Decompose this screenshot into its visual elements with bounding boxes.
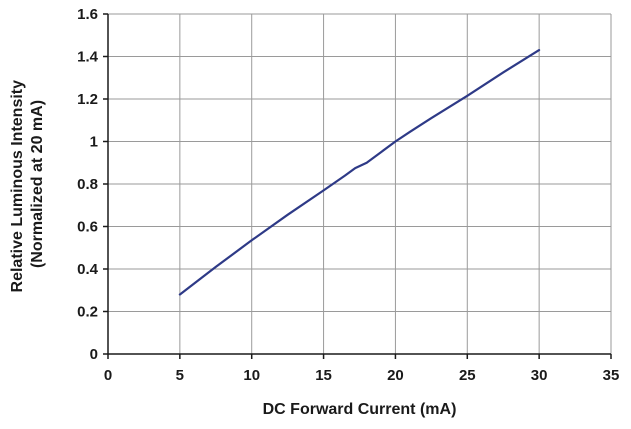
x-tick-label-25: 25 [459,367,476,384]
y-tick-label-0_4: 0.4 [77,261,99,278]
x-tick-label-35: 35 [603,367,620,384]
x-tick-label-5: 5 [176,367,184,384]
x-tick-label-30: 30 [531,367,548,384]
y-axis-label-line-2: (Normalized at 20 mA) [29,100,46,268]
y-axis-label-line-1: Relative Luminous Intensity [9,80,26,293]
x-tick-label-20: 20 [387,367,404,384]
tick-labels: 0 5 10 15 20 25 30 35 0 0.2 0.4 0.6 0.8 1 1.2 1.4 1.6 [77,6,619,384]
axes [103,13,612,359]
y-tick-label-0_2: 0.2 [77,304,98,321]
y-tick-label-1: 1 [90,134,98,151]
series-lines [178,48,541,296]
y-tick-label-0_8: 0.8 [77,176,98,193]
grid [108,13,612,354]
y-tick-label-1_2: 1.2 [77,91,98,108]
x-tick-label-10: 10 [243,367,260,384]
series-line-0 [178,48,541,296]
y-tick-label-1_6: 1.6 [77,6,98,23]
y-tick-label-0_6: 0.6 [77,219,98,236]
y-axis-label: Relative Luminous Intensity (Normalized … [9,76,46,293]
y-tick-label-1_4: 1.4 [77,49,99,66]
x-tick-label-0: 0 [104,367,112,384]
x-axis-label: DC Forward Current (mA) [263,401,457,418]
y-tick-label-0: 0 [90,346,98,363]
x-tick-label-15: 15 [315,367,332,384]
